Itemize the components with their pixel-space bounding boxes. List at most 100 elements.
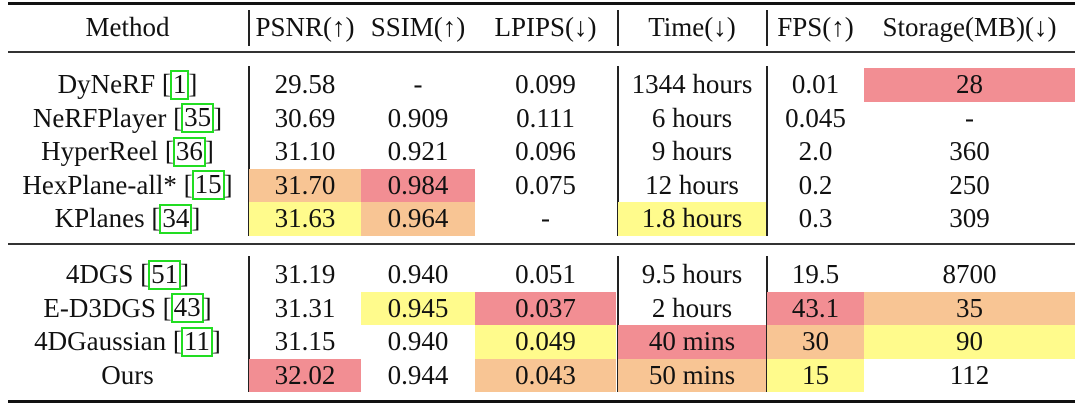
cell-storage: 112 <box>949 359 990 390</box>
method-name: E-D3DGS [43] <box>43 292 212 324</box>
header-fps: FPS(↑) <box>777 11 854 42</box>
cell-storage: - <box>965 102 974 133</box>
method-name: 4DGaussian [11] <box>34 325 221 357</box>
cell-psnr: 31.70 <box>249 168 361 202</box>
cell-storage: 250 <box>949 169 990 200</box>
cell-storage: 35 <box>864 291 1075 325</box>
cell-psnr: 31.19 <box>274 259 336 290</box>
fps-divider <box>766 66 768 236</box>
cell-ssim: 0.940 <box>387 259 449 290</box>
header-time: Time(↓) <box>648 11 736 42</box>
method-label: E-D3DGS <box>43 292 156 323</box>
cell-storage: 309 <box>949 203 990 234</box>
method-name: HyperReel [36] <box>41 135 214 167</box>
cell-ssim: 0.940 <box>387 326 449 357</box>
method-label: DyNeRF <box>57 69 156 100</box>
cell-fps: 2.0 <box>798 136 833 167</box>
header-lpips: LPIPS(↓) <box>494 11 597 42</box>
cell-fps: 0.01 <box>791 69 840 100</box>
cell-time: 9.5 hours <box>641 259 743 290</box>
cell-ssim: 0.945 <box>361 291 475 325</box>
method-name: HexPlane-all* [15] <box>22 169 233 201</box>
cell-psnr: 31.63 <box>249 202 361 236</box>
cell-fps: 0.3 <box>798 203 833 234</box>
fps-divider <box>766 256 768 392</box>
method-name: DyNeRF [1] <box>57 68 198 100</box>
cell-lpips: 0.043 <box>475 358 616 392</box>
header-method: Method <box>85 11 170 42</box>
cell-lpips: 0.111 <box>516 102 575 133</box>
cell-storage: 360 <box>949 136 990 167</box>
header-storage: Storage(MB)(↓) <box>882 11 1057 42</box>
cell-psnr: 31.15 <box>274 326 336 357</box>
column-divider <box>248 10 250 46</box>
cell-time: 1.8 hours <box>618 202 766 236</box>
column-divider <box>766 10 768 46</box>
method-name: Ours <box>8 359 247 393</box>
method-label: HexPlane-all* <box>22 169 177 200</box>
cell-fps: 0.2 <box>798 169 833 200</box>
citation-link[interactable]: 36 <box>172 136 206 167</box>
cell-ssim: 0.921 <box>387 136 449 167</box>
method-name: KPlanes [34] <box>54 202 201 234</box>
cell-time: 50 mins <box>618 358 766 392</box>
method-name: NeRFPlayer [35] <box>32 102 223 134</box>
method-label: 4DGaussian <box>34 326 167 357</box>
cell-storage: 8700 <box>942 259 997 290</box>
method-label: Ours <box>101 359 154 390</box>
cell-storage: 28 <box>864 68 1075 102</box>
method-divider <box>248 66 250 236</box>
cell-ssim: 0.909 <box>387 102 449 133</box>
group-rule <box>8 243 1075 245</box>
citation-link[interactable]: 51 <box>148 259 182 290</box>
cell-psnr: 32.02 <box>249 358 361 392</box>
method-label: KPlanes <box>54 203 145 234</box>
cell-lpips: 0.075 <box>515 169 576 200</box>
cell-ssim: - <box>413 69 423 100</box>
method-label: NeRFPlayer <box>32 102 167 133</box>
cell-fps: 15 <box>767 358 864 392</box>
cell-lpips: 0.096 <box>515 136 576 167</box>
citation-link[interactable]: 43 <box>170 293 204 324</box>
cell-lpips: 0.049 <box>475 325 616 359</box>
cell-time: 12 hours <box>645 169 739 200</box>
citation-link[interactable]: 34 <box>159 203 193 234</box>
cell-lpips: 0.037 <box>475 291 616 325</box>
cell-psnr: 31.31 <box>274 292 336 323</box>
cell-time: 9 hours <box>651 136 733 167</box>
header-psnr: PSNR(↑) <box>255 11 355 42</box>
cell-time: 2 hours <box>651 292 733 323</box>
method-label: HyperReel <box>41 136 159 167</box>
cell-psnr: 29.58 <box>274 69 336 100</box>
cell-time: 40 mins <box>618 325 766 359</box>
cell-fps: 19.5 <box>791 259 840 290</box>
cell-ssim: 0.984 <box>361 168 475 202</box>
cell-psnr: 31.10 <box>274 136 336 167</box>
cell-psnr: 30.69 <box>274 102 336 133</box>
cell-storage: 90 <box>864 325 1075 359</box>
cell-fps: 43.1 <box>767 291 864 325</box>
citation-link[interactable]: 1 <box>169 69 190 100</box>
cell-lpips: 0.051 <box>515 259 576 290</box>
cell-fps: 30 <box>767 325 864 359</box>
cell-ssim: 0.944 <box>387 359 449 390</box>
method-divider <box>248 256 250 392</box>
method-name: 4DGS [51] <box>65 258 190 290</box>
time-divider <box>617 66 619 236</box>
cell-ssim: 0.964 <box>361 202 475 236</box>
bottom-rule <box>8 400 1075 403</box>
cell-lpips: 0.099 <box>515 69 576 100</box>
citation-link[interactable]: 11 <box>180 326 213 357</box>
cell-lpips: - <box>541 203 550 234</box>
top-rule <box>8 2 1075 5</box>
citation-link[interactable]: 35 <box>181 103 215 134</box>
header-ssim: SSIM(↑) <box>370 11 466 42</box>
citation-link[interactable]: 15 <box>191 170 225 201</box>
time-divider <box>617 256 619 392</box>
column-divider <box>617 10 619 46</box>
cell-fps: 0.045 <box>785 102 846 133</box>
cell-time: 1344 hours <box>631 69 753 100</box>
header-rule <box>8 51 1075 53</box>
cell-time: 6 hours <box>651 102 733 133</box>
method-label: 4DGS <box>65 259 134 290</box>
